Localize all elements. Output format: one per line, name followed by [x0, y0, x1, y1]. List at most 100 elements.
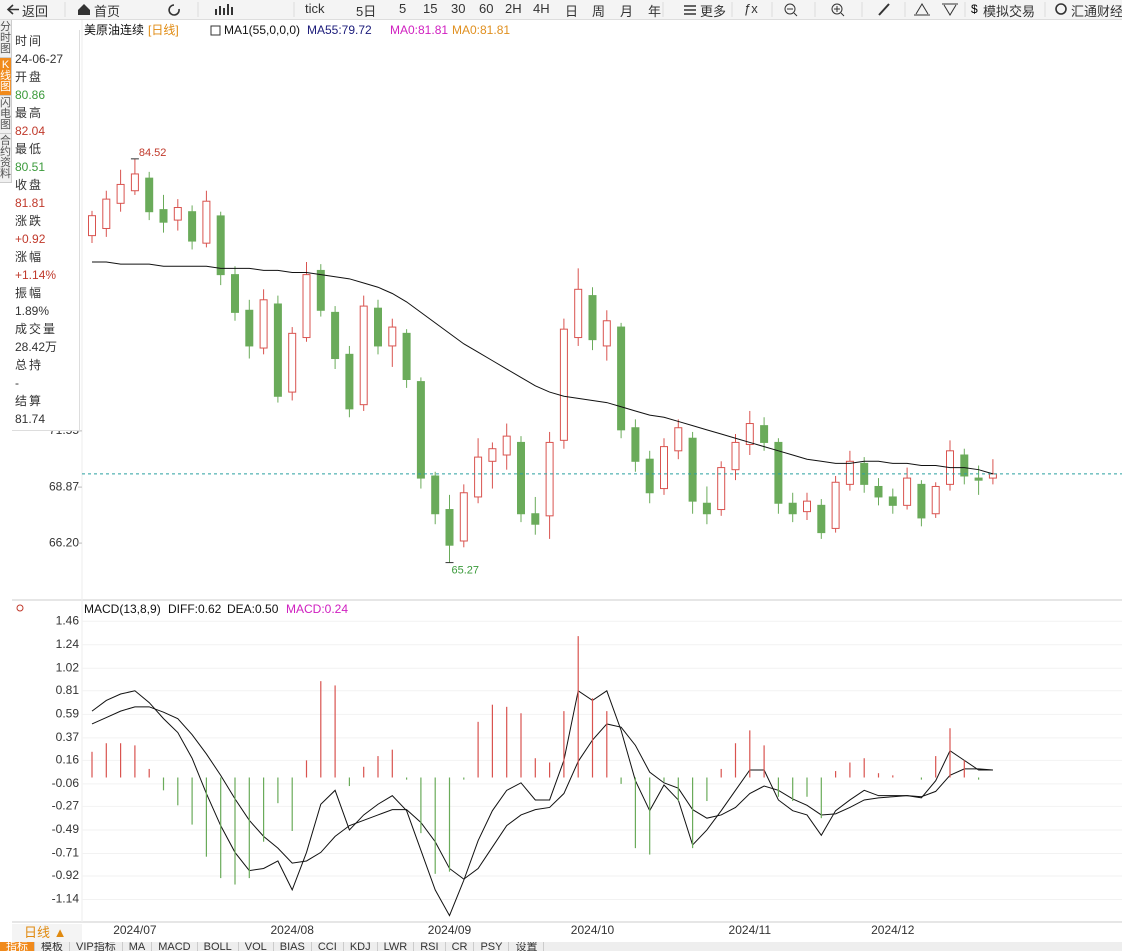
toolbar-button[interactable]: 模拟交易 [983, 4, 1036, 19]
info-label: 总持 [15, 358, 44, 372]
bottom-tab[interactable]: KDJ [344, 942, 378, 951]
bottom-tab[interactable]: 模板 [35, 942, 70, 951]
y-tick-label: 0.16 [56, 753, 80, 767]
candle-body [774, 441, 783, 504]
candle-body [660, 446, 668, 490]
bottom-tab[interactable]: VIP指标 [70, 942, 123, 951]
info-value: 1.89% [15, 304, 50, 318]
chart-title: 美原油连续 [84, 22, 144, 37]
info-value: 80.86 [15, 88, 46, 102]
toolbar-button[interactable]: 更多 [700, 4, 727, 19]
bottom-tabs: 指标 模板 VIP指标 MA MACD BOLL VOL BIAS CCI KDJ LWR RSI CR… [0, 942, 1122, 951]
candle-body [359, 305, 368, 406]
info-label: 收盘 [15, 178, 44, 192]
candle-body [531, 513, 540, 525]
bottom-tab[interactable]: 指标 [0, 942, 35, 951]
bottom-tab[interactable]: BIAS [274, 942, 312, 951]
indicator-icon[interactable] [210, 25, 221, 36]
legend-entry: MA0:81.81 [452, 23, 510, 37]
y-tick-label: -1.14 [52, 892, 80, 906]
bottom-tab[interactable]: VOL [239, 942, 274, 951]
candle-body [431, 475, 440, 515]
candle-body [331, 311, 340, 360]
side-tab[interactable]: 合约资料 [0, 134, 11, 183]
indicator-label: MA1(55,0,0,0) [224, 23, 300, 37]
toolbar-button[interactable]: 4H [533, 1, 550, 16]
toolbar-button[interactable]: 30 [451, 1, 466, 16]
candle-body [202, 200, 211, 244]
candle-body [631, 427, 640, 462]
side-tabs: 分时图 K线图 闪电图 合约资料 [0, 20, 12, 183]
high-label: 84.52 [139, 147, 167, 159]
x-tick-label: 2024/11 [729, 923, 772, 937]
period-button[interactable]: 日线 ▲ [12, 924, 82, 942]
settings-icon[interactable] [16, 604, 24, 612]
y-tick-label: -0.06 [52, 776, 80, 790]
toolbar-button[interactable]: 汇通财经 [1071, 4, 1122, 19]
toolbar-button[interactable]: 15 [423, 1, 438, 16]
info-label: 涨幅 [15, 250, 44, 264]
candle-body [674, 427, 683, 452]
candle-body [374, 307, 382, 347]
candle-body [688, 437, 697, 502]
candle-body [760, 425, 769, 443]
side-tab[interactable]: 分时图 [0, 20, 11, 58]
candle-body [845, 460, 854, 485]
bottom-tab[interactable]: BOLL [198, 942, 239, 951]
toolbar-button[interactable]: ƒx [744, 1, 758, 16]
info-value: 24-06-27 [15, 52, 64, 66]
x-tick-label: 2024/08 [271, 923, 315, 937]
toolbar-button[interactable]: 日 [565, 4, 579, 19]
legend-entry: MA55:79.72 [307, 23, 372, 37]
candle-body [273, 303, 282, 397]
bottom-tab[interactable]: RSI [414, 942, 446, 951]
legend-entry: DEA:0.50 [227, 602, 279, 616]
bottom-tab[interactable]: MA [123, 942, 153, 951]
info-label: 结算 [15, 394, 44, 408]
candle-body [502, 435, 511, 456]
bottom-tab[interactable]: MACD [152, 942, 198, 951]
bottom-tab[interactable]: PSY [474, 942, 510, 951]
toolbar-button[interactable]: 5日 [356, 4, 377, 19]
toolbar-button[interactable]: 月 [620, 4, 634, 19]
side-tab[interactable]: K线图 [0, 58, 11, 96]
info-value: 81.74 [15, 412, 46, 426]
candle-body [745, 423, 754, 446]
candle-body [517, 441, 525, 515]
bottom-tab[interactable]: CCI [312, 942, 344, 951]
toolbar-button[interactable]: 周 [592, 4, 606, 19]
bottom-tab[interactable]: 设置 [509, 942, 545, 951]
x-tick-label: 2024/09 [428, 923, 472, 937]
x-tick-label: 2024/10 [571, 923, 615, 937]
toolbar-button[interactable]: tick [305, 1, 325, 16]
legend-entry: MACD:0.24 [286, 602, 348, 616]
toolbar-button[interactable]: 返回 [22, 4, 49, 19]
side-tab[interactable]: 闪电图 [0, 96, 11, 134]
bottom-tab[interactable]: CR [446, 942, 475, 951]
toolbar-button[interactable]: 首页 [94, 4, 121, 19]
y-tick-label: -0.92 [52, 868, 80, 882]
candle-body [145, 177, 154, 213]
macd-line [91, 706, 993, 880]
toolbar-button[interactable]: 年 [648, 4, 662, 19]
toolbar-button[interactable]: 60 [479, 1, 494, 16]
candle-body [960, 454, 969, 477]
info-value: +0.92 [15, 232, 46, 246]
legend: DIFF:0.62 DEA:0.50 MACD:0.24 [168, 602, 348, 616]
info-label: 涨跌 [15, 214, 44, 228]
candle-body [388, 326, 397, 347]
y-tick-label: -0.49 [52, 822, 80, 836]
info-value: 28.42万 [15, 340, 58, 354]
info-value: 82.04 [15, 124, 46, 138]
toolbar-button[interactable]: 2H [505, 1, 522, 16]
candle-body [88, 215, 96, 237]
bottom-tab[interactable]: LWR [378, 942, 415, 951]
toolbar-button[interactable]: 5 [399, 1, 407, 16]
candle-body [402, 332, 411, 380]
candle-body [788, 502, 797, 515]
candle-body [459, 492, 468, 542]
candle-body [874, 485, 883, 498]
info-label: 成交量 [15, 322, 58, 336]
